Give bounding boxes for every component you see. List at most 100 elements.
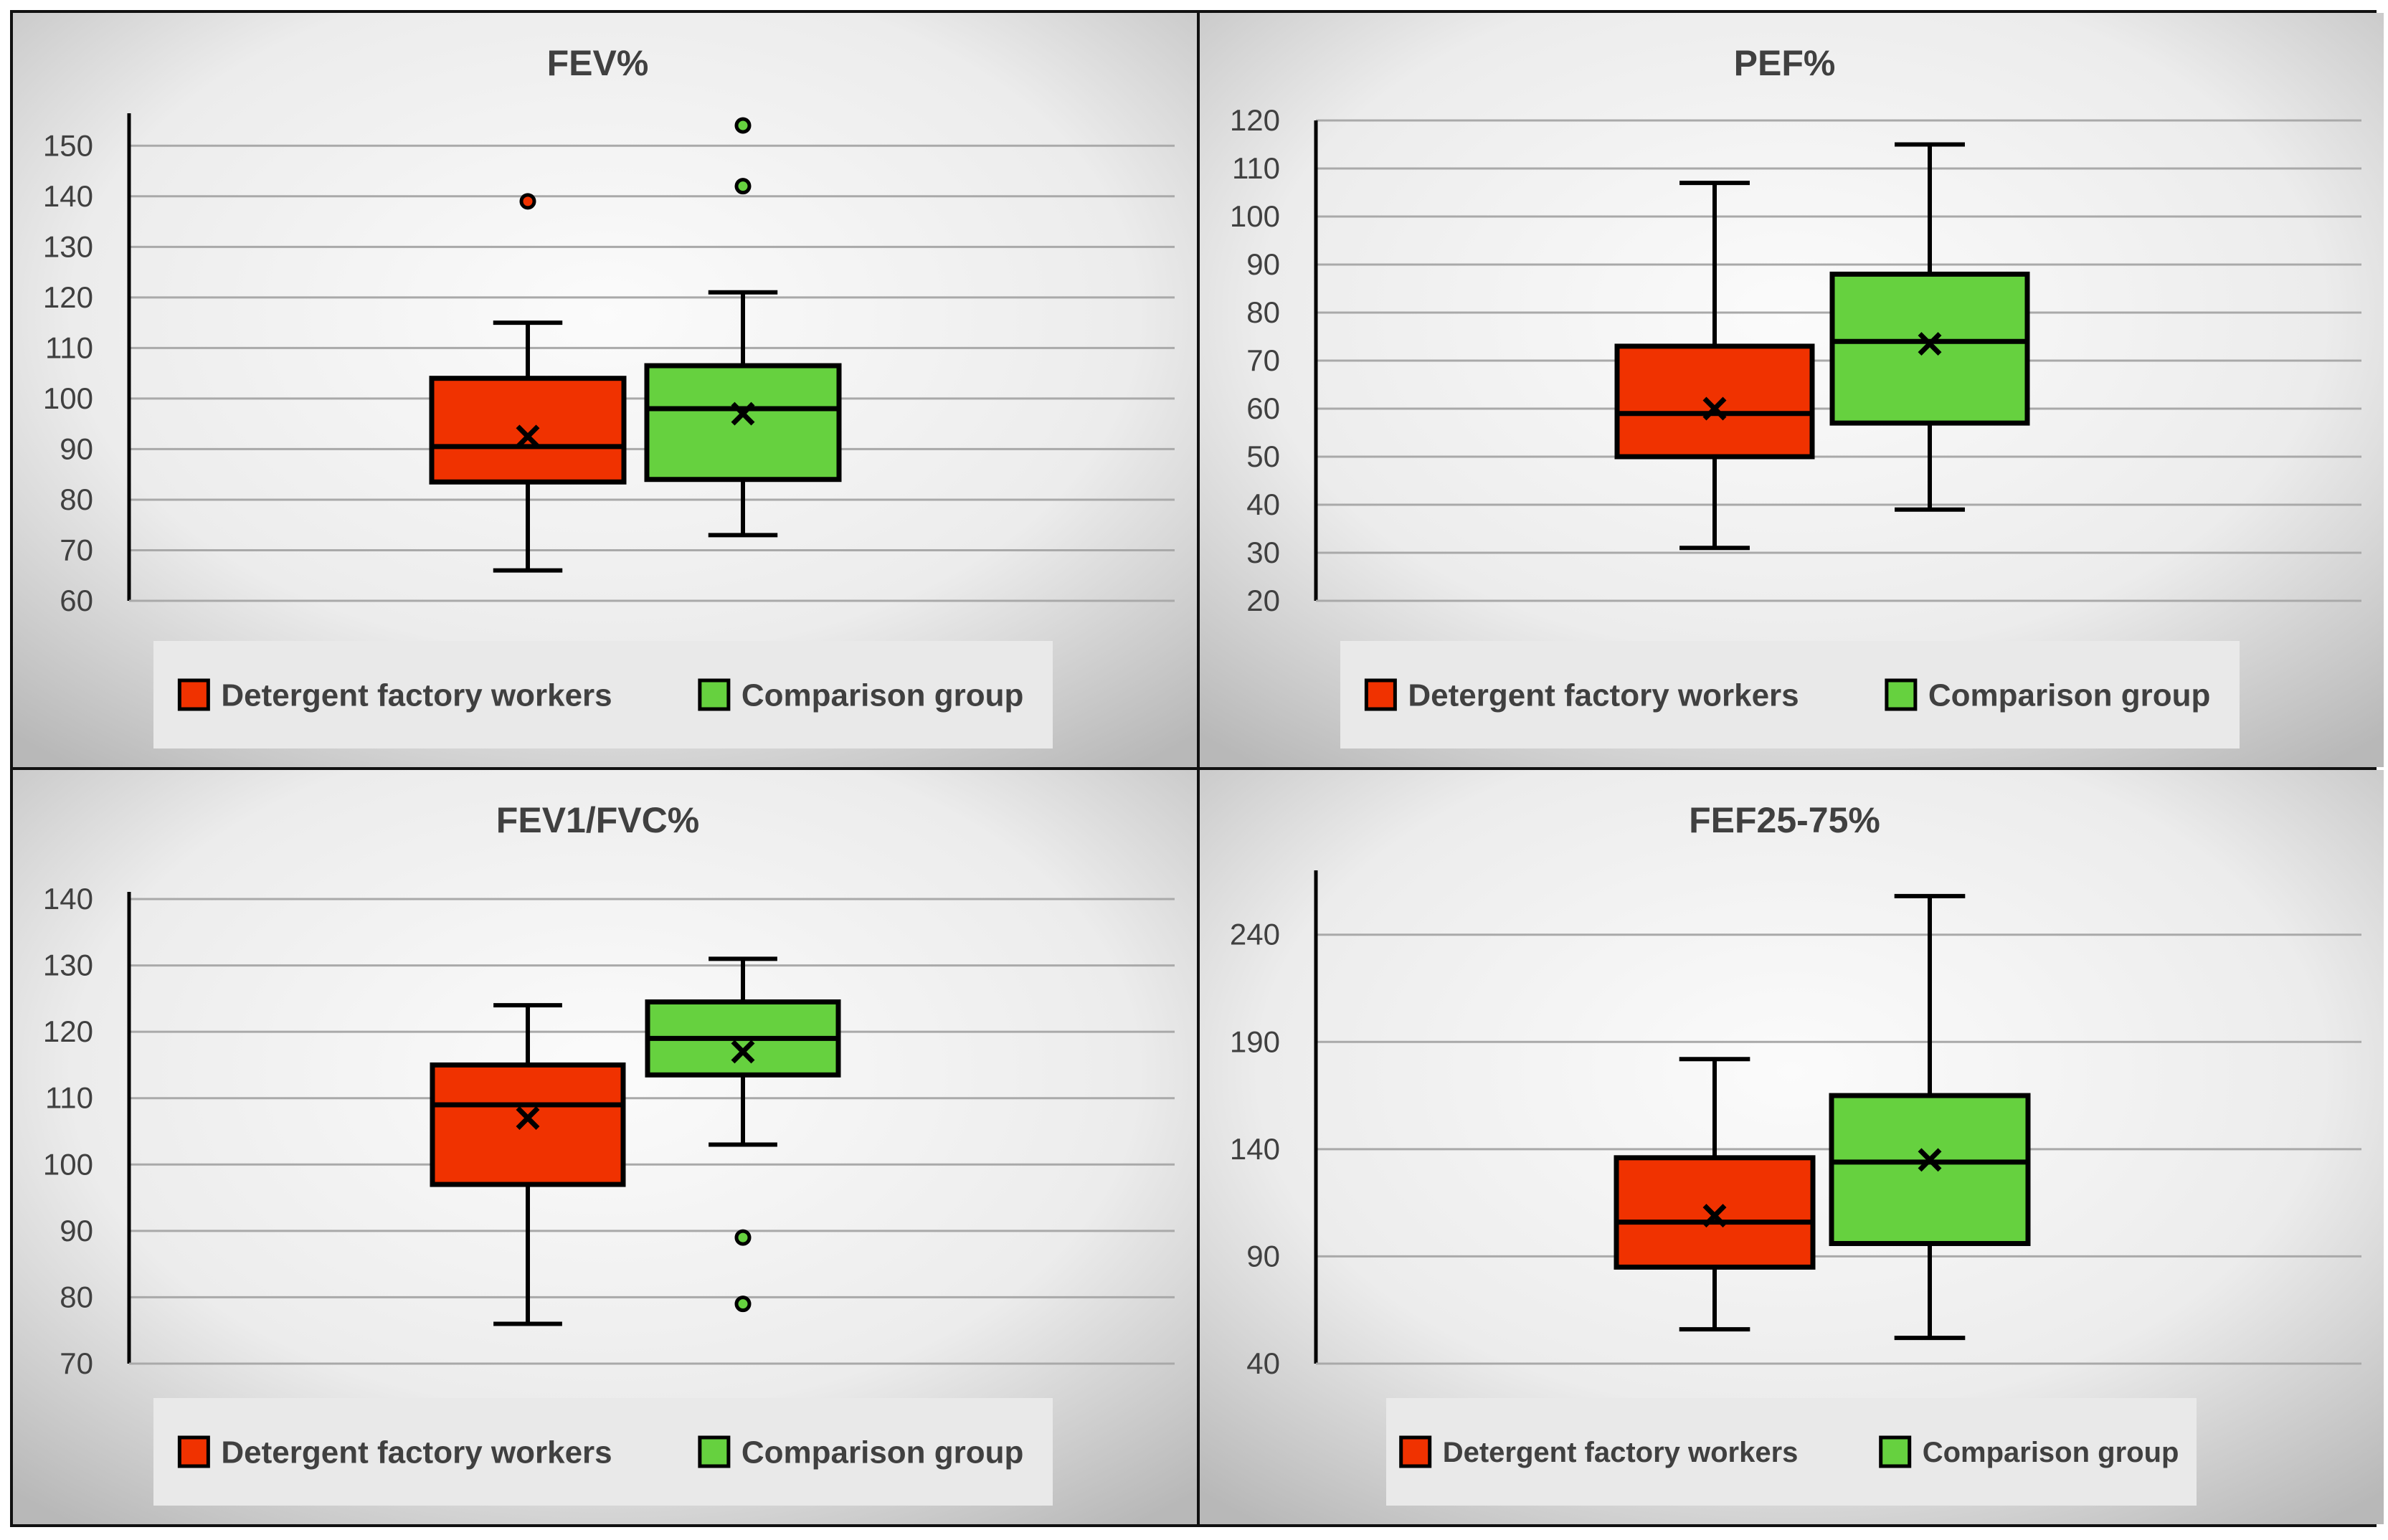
- y-tick-label: 50: [1246, 439, 1280, 473]
- mean-marker: [1918, 332, 1942, 356]
- outlier-point: [734, 178, 752, 195]
- legend-item-workers: Detergent factory workers: [1399, 1435, 1799, 1468]
- box-comparison: [1829, 142, 2030, 512]
- box-workers: [1614, 181, 1815, 551]
- y-tick-label: 40: [1246, 1346, 1280, 1380]
- iqr-box: [1829, 271, 2030, 426]
- box-comparison: [645, 956, 841, 1313]
- mean-marker: [516, 1106, 540, 1130]
- y-tick-label: 90: [60, 1214, 93, 1247]
- y-tick-label: 110: [1232, 151, 1280, 185]
- legend-label: Comparison group: [1923, 1437, 2179, 1468]
- mean-marker: [1702, 1204, 1727, 1228]
- iqr-box: [1614, 1155, 1816, 1270]
- iqr-box: [430, 1062, 626, 1187]
- legend-swatch: [177, 1435, 210, 1468]
- chart-title: FEV1/FVC%: [496, 800, 699, 840]
- iqr-box: [1614, 343, 1815, 460]
- box-workers: [430, 1003, 626, 1326]
- y-tick-label: 120: [43, 280, 93, 314]
- legend-label: Comparison group: [741, 678, 1024, 713]
- legend-swatch: [177, 678, 210, 711]
- panel-fef25-75: 40 90 140 190 240 FEF25-75% Detergent factory …: [1200, 770, 2384, 1524]
- y-tick-label: 70: [60, 533, 93, 566]
- y-tick-label: 110: [45, 1081, 93, 1115]
- y-tick-label: 60: [60, 584, 93, 617]
- legend-swatch: [1364, 678, 1397, 711]
- y-tick-label: 110: [45, 331, 93, 364]
- y-tick-label: 90: [1246, 1239, 1280, 1273]
- y-tick-label: 130: [43, 229, 93, 263]
- legend-label: Detergent factory workers: [1408, 678, 1799, 713]
- legend-item-workers: Detergent factory workers: [177, 678, 612, 713]
- iqr-box: [644, 363, 842, 483]
- y-tick-label: 70: [60, 1346, 93, 1380]
- legend-item-comparison: Comparison group: [698, 678, 1024, 713]
- y-tick-label: 90: [60, 432, 93, 465]
- legend-label: Detergent factory workers: [221, 1435, 612, 1470]
- legend-item-workers: Detergent factory workers: [1364, 678, 1799, 713]
- legend-swatch: [698, 1435, 731, 1468]
- legend-swatch: [1885, 678, 1918, 711]
- mean-marker: [516, 424, 540, 449]
- legend-label: Detergent factory workers: [221, 678, 612, 713]
- legend: Detergent factory workers Comparison grou…: [153, 1398, 1053, 1506]
- y-tick-label: 20: [1246, 584, 1280, 617]
- y-tick-label: 140: [43, 882, 93, 916]
- mean-marker: [1702, 396, 1727, 421]
- y-tick-label: 100: [43, 381, 93, 415]
- y-tick-label: 190: [1230, 1025, 1280, 1058]
- iqr-box: [1829, 1093, 2031, 1246]
- y-tick-label: 80: [60, 483, 93, 516]
- y-tick-label: 70: [1246, 343, 1280, 377]
- chart-svg: 20 30 40 50 60 70 80 90 100 110 120 PEF% Detergent f…: [1200, 13, 2384, 767]
- legend-label: Detergent factory workers: [1443, 1437, 1799, 1468]
- figure: 60 70 80 90 100 110 120 130 140 150 FEV% Detergent …: [10, 10, 2384, 1527]
- mean-marker: [1918, 1148, 1942, 1172]
- chart-title: FEV%: [547, 43, 649, 83]
- y-tick-label: 120: [1230, 103, 1280, 137]
- y-tick-label: 80: [1246, 295, 1280, 329]
- y-tick-label: 150: [43, 128, 93, 162]
- box-comparison: [1829, 893, 2031, 1341]
- legend: Detergent factory workers Comparison grou…: [153, 641, 1053, 748]
- chart-svg: 70 80 90 100 110 120 130 140 FEV1/FVC% Detergent …: [13, 770, 1197, 1524]
- y-tick-label: 80: [60, 1280, 93, 1313]
- legend-item-comparison: Comparison group: [1885, 678, 2211, 713]
- y-tick-label: 130: [43, 949, 93, 982]
- outlier-point: [734, 1296, 752, 1313]
- y-tick-label: 40: [1246, 488, 1280, 521]
- y-tick-label: 120: [43, 1014, 93, 1048]
- iqr-box: [429, 376, 627, 485]
- y-tick-label: 90: [1246, 247, 1280, 281]
- legend-item-comparison: Comparison group: [1879, 1435, 2179, 1468]
- panel-fev: 60 70 80 90 100 110 120 130 140 150 FEV% Detergent …: [13, 13, 1197, 767]
- box-workers: [1614, 1057, 1816, 1332]
- chart-svg: 40 90 140 190 240 FEF25-75% Detergent factory …: [1200, 770, 2384, 1524]
- chart-svg: 60 70 80 90 100 110 120 130 140 150 FEV% Detergent …: [13, 13, 1197, 767]
- y-tick-label: 30: [1246, 536, 1280, 569]
- legend-item-comparison: Comparison group: [698, 1435, 1023, 1470]
- y-tick-label: 240: [1230, 918, 1280, 951]
- chart-title: FEF25-75%: [1689, 800, 1880, 840]
- outlier-point: [519, 193, 536, 210]
- legend: Detergent factory workers Comparison grou…: [1386, 1398, 2197, 1506]
- y-tick-label: 140: [43, 179, 93, 213]
- legend: Detergent factory workers Comparison grou…: [1340, 641, 2240, 748]
- chart-title: PEF%: [1734, 43, 1836, 83]
- box-comparison: [644, 117, 842, 538]
- panel-pef: 20 30 40 50 60 70 80 90 100 110 120 PEF% Detergent f…: [1200, 13, 2384, 767]
- box-workers: [429, 193, 627, 573]
- mean-marker: [731, 1040, 755, 1064]
- y-tick-label: 100: [43, 1147, 93, 1181]
- y-tick-label: 140: [1230, 1132, 1280, 1166]
- mean-marker: [731, 401, 755, 426]
- legend-label: Comparison group: [1928, 678, 2211, 713]
- legend-swatch: [1399, 1435, 1432, 1468]
- legend-item-workers: Detergent factory workers: [177, 1435, 612, 1470]
- outlier-point: [734, 1229, 752, 1246]
- y-tick-label: 100: [1230, 199, 1280, 233]
- panel-fev1-fvc: 70 80 90 100 110 120 130 140 FEV1/FVC% Detergent …: [13, 770, 1197, 1524]
- legend-swatch: [1879, 1435, 1912, 1468]
- legend-swatch: [698, 678, 731, 711]
